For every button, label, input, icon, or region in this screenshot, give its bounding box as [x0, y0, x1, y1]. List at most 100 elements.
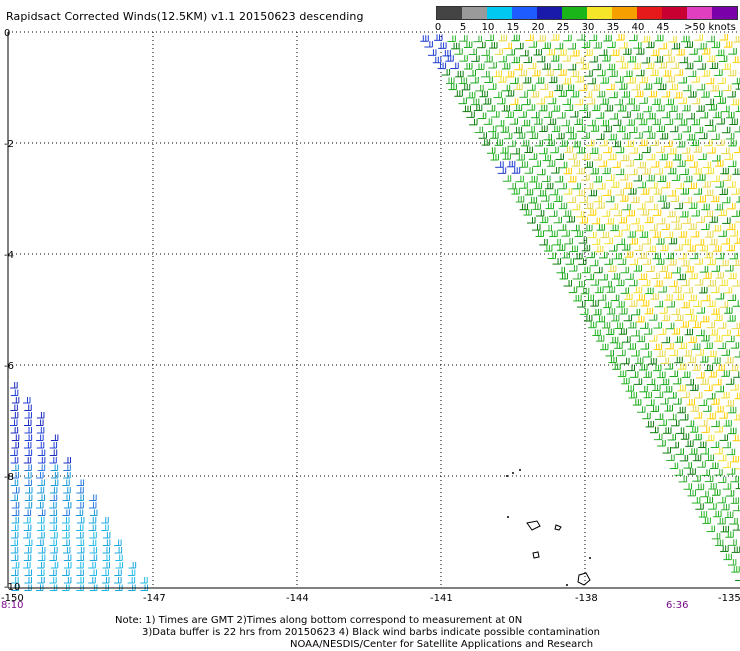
wind-barb: [50, 532, 57, 538]
wind-barb: [62, 480, 69, 486]
wind-barb: [626, 365, 634, 371]
wind-barb: [575, 231, 583, 237]
wind-barb: [544, 134, 552, 140]
wind-barb: [645, 308, 653, 314]
wind-barb: [664, 405, 672, 411]
wind-barb: [625, 273, 633, 279]
wind-barb: [534, 118, 542, 124]
wind-barb: [639, 119, 647, 125]
wind-barb: [621, 378, 629, 384]
wind-barb: [590, 168, 598, 174]
wind-barb: [691, 210, 699, 216]
wind-barb: [728, 273, 736, 279]
wind-barb: [51, 562, 58, 568]
wind-barb: [675, 336, 683, 342]
wind-barb: [644, 83, 652, 89]
wind-barb: [646, 42, 654, 48]
wind-barb: [677, 407, 685, 413]
wind-barb: [698, 43, 706, 49]
wind-barb: [62, 532, 69, 538]
wind-barb: [634, 154, 642, 160]
wind-barb: [719, 188, 727, 194]
wind-barb: [707, 393, 715, 399]
wind-barb: [708, 371, 716, 377]
wind-barb: [552, 239, 560, 245]
wind-barb: [514, 84, 522, 90]
wind-barb: [672, 267, 680, 273]
wind-barb: [658, 195, 666, 201]
wind-barb: [38, 465, 45, 471]
wind-barb: [605, 105, 613, 111]
wind-barb: [685, 41, 693, 47]
wind-barb: [620, 195, 628, 201]
wind-barb: [502, 63, 510, 69]
wind-barb: [622, 224, 630, 230]
wind-barb: [721, 504, 729, 510]
wind-barb: [726, 378, 734, 384]
wind-barb: [665, 99, 673, 105]
wind-barb: [532, 203, 540, 209]
wind-barb: [611, 295, 619, 301]
wind-barb: [582, 154, 590, 160]
wind-barb: [603, 189, 611, 195]
wind-barb: [673, 287, 681, 293]
wind-barb: [647, 379, 655, 385]
wind-barb: [24, 525, 31, 531]
wind-barb: [735, 216, 740, 222]
wind-barb: [554, 85, 562, 91]
wind-barb: [621, 358, 629, 364]
wind-barb: [616, 280, 624, 286]
wind-barb: [25, 435, 32, 441]
wind-barb: [683, 85, 691, 91]
wind-barb: [535, 140, 543, 146]
wind-barb: [699, 245, 707, 251]
wind-barb: [703, 272, 711, 278]
wind-barb: [537, 169, 545, 175]
wind-barb: [525, 167, 533, 173]
wind-barb: [705, 99, 713, 105]
wind-barb: [592, 218, 600, 224]
wind-barb: [519, 182, 527, 188]
wind-barb: [718, 343, 726, 349]
wind-barb: [652, 119, 660, 125]
wind-barb: [629, 35, 637, 41]
wind-barb: [663, 70, 671, 76]
wind-barb: [700, 356, 708, 362]
wind-barb: [674, 92, 682, 98]
wind-barb: [568, 176, 576, 182]
wind-barb: [596, 133, 604, 139]
wind-barb: [487, 147, 495, 153]
wind-barb: [658, 286, 666, 292]
wind-barb: [575, 99, 583, 105]
wind-barb: [698, 442, 706, 448]
wind-barb: [552, 105, 560, 111]
wind-barb: [496, 120, 504, 126]
wind-barb: [493, 92, 501, 98]
wind-barb: [558, 224, 566, 230]
wind-barb: [577, 125, 585, 131]
wind-barb: [634, 287, 642, 293]
wind-barb: [37, 412, 44, 418]
wind-barb: [726, 133, 734, 139]
wind-barb: [553, 258, 561, 264]
wind-barb: [595, 246, 603, 252]
wind-barb: [657, 218, 665, 224]
wind-barb: [631, 330, 639, 336]
wind-barb: [599, 49, 607, 55]
wind-barb: [579, 84, 587, 90]
wind-barb: [532, 224, 540, 230]
wind-barb: [597, 91, 605, 97]
wind-barb: [542, 42, 550, 48]
wind-barb: [522, 120, 530, 126]
wind-barb: [668, 434, 676, 440]
wind-barb: [666, 301, 674, 307]
wind-barb: [728, 294, 736, 300]
wind-barb: [620, 62, 628, 68]
wind-barb: [649, 182, 657, 188]
wind-barb: [729, 230, 737, 236]
wind-barb: [727, 315, 735, 321]
wind-barb: [507, 49, 515, 55]
wind-barb: [608, 154, 616, 160]
wind-barb: [51, 435, 58, 441]
wind-barb: [510, 98, 518, 104]
